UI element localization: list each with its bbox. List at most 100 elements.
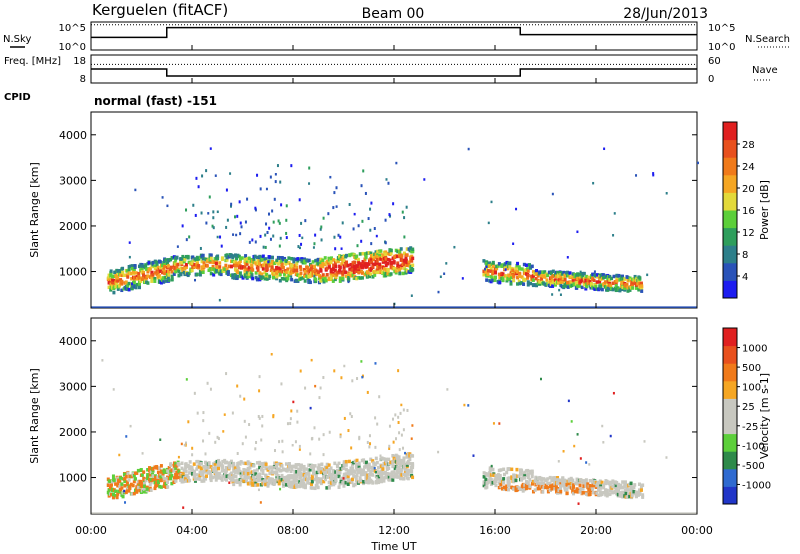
data-cell [250, 481, 254, 485]
data-cell [262, 482, 266, 486]
data-cell [396, 475, 400, 479]
data-cell [223, 458, 227, 463]
data-cell [489, 473, 493, 477]
data-cell [399, 271, 402, 274]
data-cell [625, 483, 629, 487]
data-cell [126, 471, 130, 476]
data-cell [167, 269, 171, 274]
data-cell [182, 468, 186, 472]
data-cell [118, 479, 122, 484]
data-cell [521, 489, 525, 493]
data-cell [299, 465, 303, 469]
data-cell [266, 230, 269, 234]
data-cell [233, 272, 237, 277]
data-cell [612, 391, 615, 395]
data-cell [347, 459, 351, 464]
data-cell [169, 462, 173, 466]
data-cell [124, 490, 128, 495]
x-tick-label: 20:00 [580, 524, 612, 537]
data-cell [494, 275, 498, 280]
data-cell [182, 259, 186, 264]
data-cell [186, 475, 190, 480]
data-cell [530, 469, 534, 474]
data-cell [213, 470, 216, 474]
data-cell [352, 474, 356, 478]
data-cell [292, 480, 296, 484]
data-cell [162, 470, 166, 474]
data-cell [595, 287, 599, 291]
data-cell [179, 478, 183, 482]
colorbar-segment [723, 174, 737, 193]
data-cell [453, 245, 456, 249]
data-cell [286, 422, 289, 426]
data-cell [551, 192, 554, 196]
data-cell [632, 485, 636, 490]
data-cell [371, 265, 375, 269]
data-cell [559, 489, 563, 494]
data-cell [488, 480, 492, 484]
data-cell [258, 416, 261, 420]
data-cell [151, 273, 155, 277]
data-cell [400, 473, 404, 477]
data-cell [205, 259, 209, 263]
data-cell [405, 269, 409, 273]
data-cell [548, 488, 552, 493]
data-cell [358, 435, 361, 439]
data-cell [221, 465, 225, 469]
data-cell [290, 256, 294, 261]
data-cell [621, 274, 625, 279]
data-cell [387, 457, 391, 462]
data-cell [397, 421, 400, 425]
data-cell [364, 471, 368, 475]
data-cell [292, 483, 296, 488]
data-cell [197, 465, 201, 469]
data-cell [259, 255, 263, 260]
data-cell [225, 253, 229, 257]
data-cell [153, 465, 157, 469]
data-cell [280, 264, 284, 269]
data-cell [549, 280, 553, 284]
data-cell [369, 258, 373, 263]
data-cell [251, 238, 254, 242]
data-cell [581, 274, 585, 278]
noise-sky-line [91, 26, 697, 39]
data-cell [608, 483, 612, 487]
data-cell [549, 282, 553, 287]
data-cell [151, 262, 155, 267]
data-cell [334, 264, 338, 269]
data-cell [364, 255, 368, 260]
data-cell [249, 478, 253, 483]
data-cell [225, 267, 229, 271]
data-cell [311, 269, 315, 273]
data-cell [109, 269, 113, 273]
data-cell [149, 480, 153, 485]
data-cell [589, 283, 593, 288]
data-cell [290, 467, 294, 472]
data-cell [364, 191, 367, 195]
data-cell [123, 479, 127, 484]
data-cell [338, 268, 342, 273]
data-cell [238, 462, 242, 466]
data-cell [291, 485, 295, 490]
data-cell [395, 161, 398, 165]
data-cell [107, 285, 111, 290]
data-cell [243, 397, 246, 401]
data-cell [353, 212, 356, 216]
data-cell [240, 256, 244, 260]
data-cell [164, 275, 168, 280]
data-cell [612, 483, 616, 487]
nave-tick-top: 60 [708, 56, 721, 67]
data-cell [216, 435, 219, 439]
data-cell [129, 264, 133, 269]
data-cell [352, 483, 356, 488]
data-cell [563, 488, 567, 492]
data-cell [338, 265, 342, 269]
data-cell [363, 460, 367, 465]
data-cell [621, 287, 625, 292]
data-cell [520, 486, 524, 491]
data-cell [287, 270, 291, 275]
data-cell [605, 493, 609, 498]
data-cell [319, 477, 323, 481]
data-cell [177, 273, 181, 278]
